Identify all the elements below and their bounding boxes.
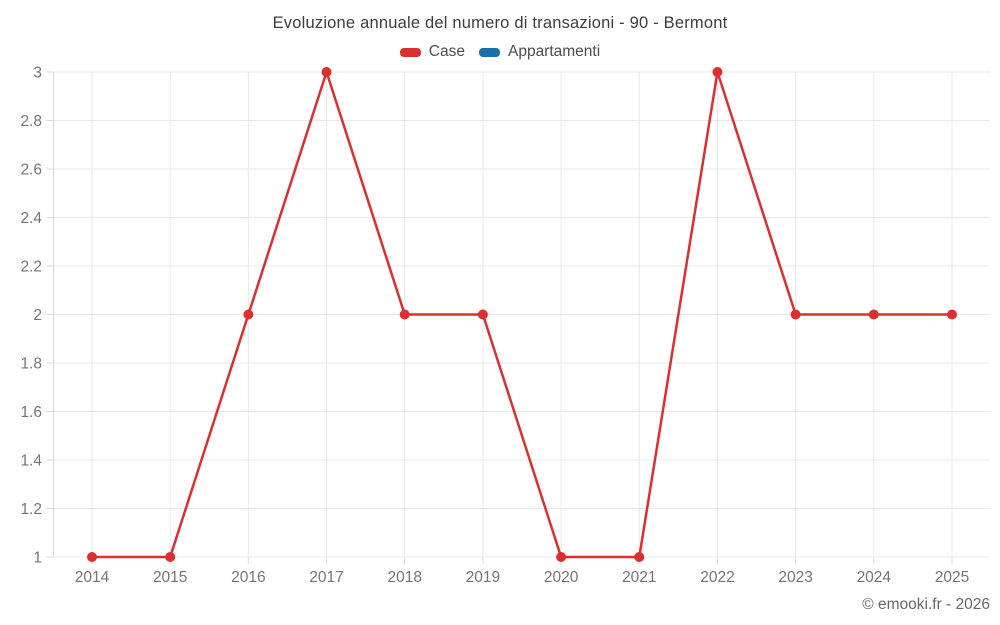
- y-tick-label: 1.4: [20, 453, 42, 470]
- data-point-marker[interactable]: [165, 552, 176, 562]
- y-tick-label: 1.8: [20, 356, 42, 373]
- x-tick-label: 2023: [778, 569, 812, 586]
- y-tick-label: 2: [33, 307, 42, 324]
- y-tick-label: 1: [33, 550, 42, 567]
- y-tick-label: 1.2: [20, 501, 42, 518]
- series-line-case: [90, 70, 954, 559]
- data-point-marker[interactable]: [243, 309, 254, 320]
- y-tick-label: 1.6: [20, 404, 42, 421]
- data-point-marker[interactable]: [712, 67, 723, 77]
- data-point-marker[interactable]: [947, 309, 957, 320]
- copyright-credit: © emooki.fr - 2026: [862, 596, 990, 613]
- y-tick-label: 3: [33, 65, 42, 82]
- legend-swatch-appartamenti-icon: [478, 47, 500, 57]
- data-point-marker[interactable]: [790, 309, 801, 320]
- x-tick-label: 2019: [466, 569, 500, 586]
- x-tick-label: 2025: [935, 569, 969, 586]
- legend-item-appartamenti[interactable]: Appartamenti: [478, 43, 601, 61]
- x-tick-label: 2015: [153, 569, 187, 586]
- x-tick-label: 2014: [75, 569, 110, 586]
- x-tick-label: 2021: [622, 569, 656, 586]
- x-tick-label: 2024: [857, 569, 892, 586]
- legend-label-case: Case: [428, 43, 465, 60]
- legend: Case Appartamenti: [0, 43, 1000, 61]
- legend-item-case[interactable]: Case: [399, 43, 465, 61]
- y-tick-label: 2.8: [20, 113, 42, 130]
- legend-swatch-case-icon: [399, 47, 421, 57]
- legend-label-appartamenti: Appartamenti: [507, 43, 601, 60]
- y-tick-label: 2.4: [20, 210, 42, 227]
- y-tick-label: 2.2: [20, 259, 42, 276]
- y-tick-label: 2.6: [20, 162, 42, 179]
- data-point-marker[interactable]: [868, 309, 879, 320]
- x-tick-label: 2022: [700, 569, 734, 586]
- x-tick-label: 2016: [231, 569, 265, 586]
- data-point-marker[interactable]: [634, 552, 645, 562]
- data-point-marker[interactable]: [87, 552, 97, 562]
- x-tick-label: 2020: [544, 569, 579, 586]
- data-point-marker[interactable]: [321, 67, 332, 77]
- data-point-marker[interactable]: [477, 309, 488, 320]
- x-tick-label: 2017: [309, 569, 343, 586]
- chart-title: Evoluzione annuale del numero di transaz…: [272, 14, 728, 32]
- data-point-marker[interactable]: [556, 552, 567, 562]
- data-point-marker[interactable]: [399, 309, 410, 320]
- x-tick-label: 2018: [387, 569, 421, 586]
